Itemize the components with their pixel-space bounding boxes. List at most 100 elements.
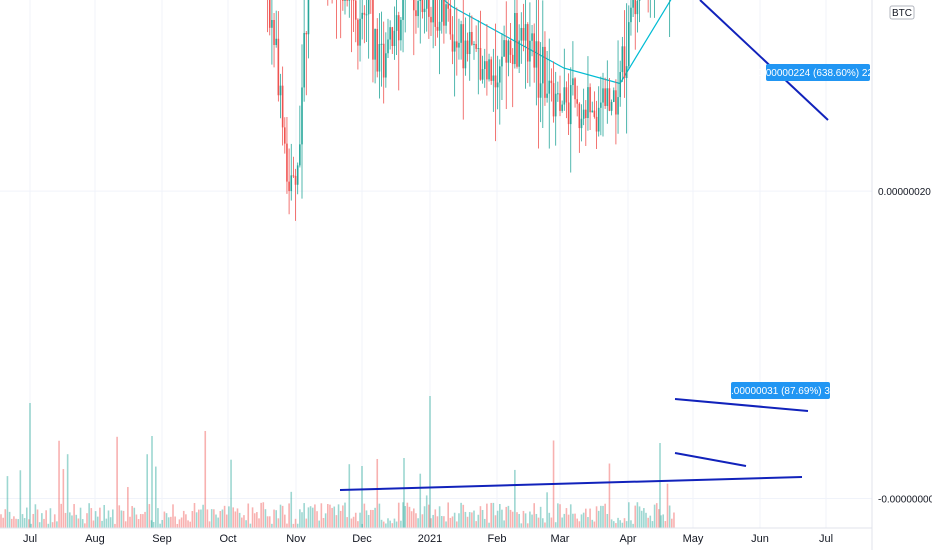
- candle: [438, 0, 441, 75]
- candle: [471, 15, 473, 46]
- candle: [415, 0, 417, 34]
- volume-bar: [572, 513, 574, 528]
- y-axis-panel: [872, 0, 932, 550]
- volume-bar: [228, 506, 230, 528]
- volume-bar: [296, 523, 299, 528]
- volume-bar: [537, 517, 540, 528]
- volume-bar: [159, 523, 161, 528]
- volume-bar: [71, 515, 73, 528]
- candle: [604, 77, 606, 109]
- candle: [479, 10, 482, 81]
- candle: [473, 41, 475, 60]
- y-tick-label: 0.00000020: [878, 187, 931, 198]
- volume-bar: [363, 503, 366, 528]
- candle: [615, 79, 617, 145]
- volume-bar: [389, 520, 391, 528]
- volume-bar: [318, 520, 320, 528]
- candle: [434, 0, 437, 46]
- candle: [267, 0, 269, 33]
- candle: [453, 0, 456, 97]
- candle: [649, 0, 651, 18]
- volume-bar: [21, 514, 24, 528]
- candle: [307, 0, 310, 59]
- volume-bar: [597, 510, 600, 528]
- grid: [0, 0, 872, 528]
- volume-bar: [533, 503, 535, 528]
- volume-bar: [655, 503, 658, 528]
- volume-bar: [8, 511, 11, 528]
- candle: [271, 0, 273, 65]
- volume-bar: [219, 510, 222, 528]
- volume-bar: [395, 521, 398, 528]
- volume-bar: [329, 504, 331, 528]
- candle: [393, 6, 396, 60]
- candle: [572, 41, 574, 96]
- candle: [499, 59, 501, 125]
- volume-bar: [372, 509, 374, 528]
- candle: [460, 20, 462, 60]
- candle: [382, 21, 385, 104]
- y-tick-label: -0.00000000: [878, 495, 932, 506]
- volume-bar: [429, 396, 431, 528]
- volume-bar: [277, 518, 280, 528]
- volume-bar: [408, 506, 411, 528]
- candle: [348, 0, 351, 18]
- volume-bar: [507, 505, 510, 528]
- volume-bar: [200, 509, 202, 528]
- volume-bar: [516, 512, 518, 528]
- volume-bar: [619, 520, 621, 528]
- candle: [352, 0, 355, 33]
- candle: [578, 102, 581, 153]
- candle: [608, 78, 611, 112]
- volume-bar: [232, 507, 234, 528]
- candle: [597, 86, 600, 137]
- trendlines: [339, 0, 829, 491]
- candle: [552, 61, 555, 123]
- volume-bar: [107, 510, 110, 528]
- candle: [654, 0, 655, 18]
- volume-bar: [561, 517, 563, 528]
- candle: [443, 0, 445, 44]
- volume-bar: [625, 521, 628, 528]
- candle: [363, 5, 366, 44]
- volume-bar: [230, 459, 232, 528]
- volume-bar: [73, 504, 75, 528]
- volume-bar: [352, 516, 355, 528]
- volume-bar: [36, 509, 39, 528]
- candle: [533, 23, 535, 83]
- volume-bar: [569, 504, 572, 528]
- volume-bar: [311, 507, 314, 528]
- x-tick-label: Oct: [219, 533, 236, 545]
- candle: [526, 22, 529, 84]
- x-tick-label: Jun: [751, 533, 769, 545]
- volume-bar: [651, 521, 654, 528]
- volume-bar: [217, 517, 219, 528]
- volume-bar: [544, 522, 546, 528]
- volume-bar: [195, 512, 198, 528]
- candle: [494, 23, 497, 142]
- volume-bar: [314, 504, 316, 528]
- volume-bar: [49, 508, 52, 528]
- candle: [351, 0, 352, 53]
- currency-label: BTC: [892, 8, 912, 19]
- volume-bar: [378, 503, 381, 528]
- volume-bar: [150, 520, 153, 528]
- volume-bar: [451, 516, 454, 528]
- moving-averages: [443, 0, 672, 85]
- candle: [294, 168, 297, 221]
- volume-bar: [628, 502, 630, 528]
- candle: [357, 18, 359, 70]
- volume-bar: [112, 509, 114, 528]
- volume-bar: [548, 512, 551, 528]
- volume-bar: [403, 458, 405, 528]
- moving-average-line: [443, 0, 672, 85]
- candle: [342, 0, 344, 11]
- x-tick-label: Dec: [352, 533, 372, 545]
- volume-bar: [333, 506, 336, 528]
- volume-bar: [58, 440, 60, 528]
- volume-bar: [406, 502, 409, 528]
- candle: [481, 55, 484, 84]
- candle: [296, 162, 299, 195]
- volume-bar: [286, 523, 288, 528]
